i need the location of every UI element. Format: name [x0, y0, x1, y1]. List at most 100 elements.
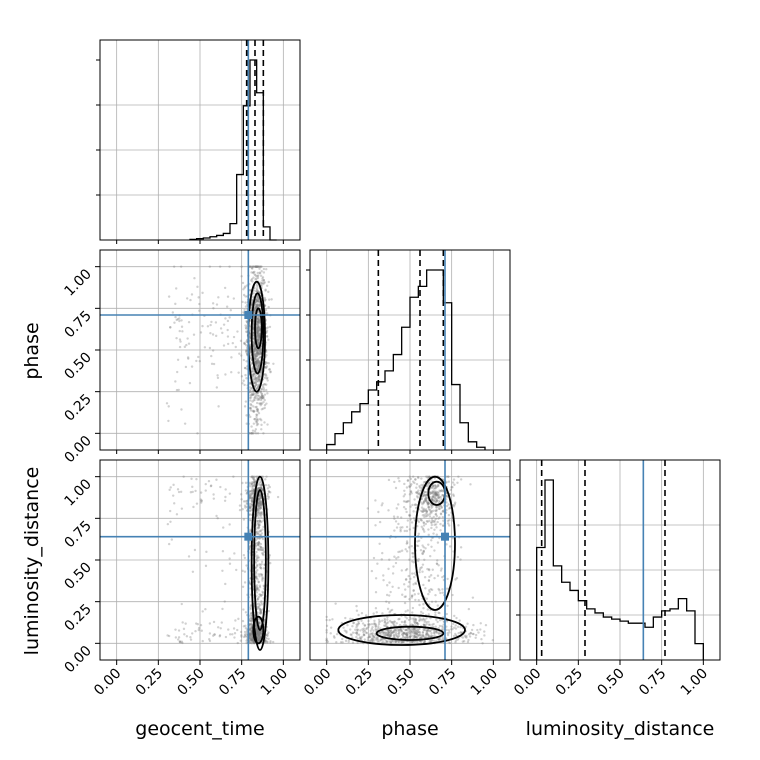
- sample-point: [429, 574, 433, 577]
- sample-point: [244, 506, 247, 509]
- sample-point: [433, 629, 436, 633]
- sample-point: [418, 631, 421, 634]
- sample-point: [365, 627, 368, 631]
- sample-point: [259, 497, 262, 500]
- sample-point: [427, 501, 430, 505]
- sample-point: [248, 496, 252, 500]
- sample-point: [219, 627, 222, 630]
- sample-point: [387, 631, 390, 635]
- sample-point: [256, 333, 259, 337]
- sample-point: [260, 265, 263, 268]
- sample-point: [211, 302, 215, 305]
- sample-point: [437, 632, 441, 635]
- sample-point: [244, 373, 247, 377]
- sample-point: [259, 564, 262, 567]
- sample-point: [268, 367, 271, 371]
- sample-point: [254, 480, 257, 483]
- sample-point: [431, 492, 435, 495]
- sample-point: [433, 520, 436, 524]
- sample-point: [257, 324, 260, 327]
- sample-point: [243, 366, 247, 370]
- sample-point: [435, 562, 439, 565]
- sample-point: [408, 558, 411, 561]
- sample-point: [259, 496, 262, 500]
- sample-point: [251, 280, 254, 283]
- sample-point: [257, 334, 260, 337]
- sample-point: [435, 514, 439, 518]
- sample-point: [249, 496, 252, 500]
- sample-point: [261, 396, 265, 400]
- sample-point: [433, 491, 436, 494]
- sample-point: [258, 349, 261, 352]
- sample-point: [269, 371, 272, 374]
- sample-point: [405, 631, 408, 635]
- sample-point: [388, 634, 391, 637]
- sample-point: [248, 265, 252, 268]
- sample-point: [403, 489, 406, 492]
- sample-point: [251, 639, 254, 643]
- sample-point: [425, 622, 428, 625]
- sample-point: [441, 494, 444, 497]
- sample-point: [249, 347, 252, 351]
- sample-point: [262, 550, 266, 554]
- sample-point: [249, 396, 253, 399]
- sample-point: [421, 633, 425, 637]
- sample-point: [425, 597, 429, 600]
- sample-point: [369, 632, 372, 635]
- sample-point: [251, 484, 254, 488]
- sample-point: [385, 625, 389, 628]
- sample-point: [410, 596, 414, 599]
- sample-point: [378, 640, 381, 643]
- sample-point: [244, 326, 248, 329]
- sample-point: [435, 631, 439, 634]
- sample-point: [387, 567, 390, 571]
- sample-point: [453, 503, 457, 506]
- sample-point: [431, 505, 434, 508]
- sample-point: [191, 570, 195, 574]
- sample-point: [179, 340, 182, 343]
- sample-point: [438, 638, 441, 641]
- sample-point: [255, 386, 259, 390]
- sample-point: [412, 627, 416, 630]
- sample-point: [422, 501, 425, 504]
- sample-point: [415, 622, 419, 625]
- sample-point: [439, 632, 443, 635]
- sample-point: [260, 368, 263, 372]
- sample-point: [262, 525, 265, 529]
- sample-point: [416, 492, 420, 495]
- sample-point: [406, 635, 410, 639]
- sample-point: [257, 595, 261, 599]
- sample-point: [258, 630, 261, 633]
- sample-point: [257, 321, 261, 325]
- sample-point: [259, 274, 263, 278]
- sample-point: [400, 633, 404, 636]
- sample-point: [448, 519, 451, 522]
- sample-point: [239, 639, 243, 642]
- sample-point: [249, 604, 253, 607]
- sample-point: [383, 624, 386, 627]
- sample-point: [374, 622, 377, 626]
- sample-point: [253, 381, 256, 385]
- sample-point: [257, 502, 260, 506]
- sample-point: [218, 265, 222, 268]
- sample-point: [261, 475, 265, 478]
- sample-point: [374, 623, 378, 627]
- sample-point: [417, 520, 421, 524]
- sample-point: [267, 490, 270, 493]
- sample-point: [363, 629, 367, 632]
- sample-point: [248, 545, 252, 548]
- sample-point: [176, 317, 179, 321]
- sample-point: [437, 507, 441, 511]
- sample-point: [411, 606, 415, 610]
- sample-point: [242, 293, 246, 297]
- sample-point: [254, 355, 258, 358]
- sample-point: [368, 633, 371, 637]
- sample-point: [447, 641, 451, 644]
- sample-point: [405, 550, 409, 553]
- sample-point: [249, 641, 252, 645]
- sample-point: [230, 371, 233, 374]
- sample-point: [248, 382, 252, 385]
- sample-point: [251, 374, 255, 377]
- sample-point: [400, 549, 404, 552]
- sample-point: [248, 627, 252, 630]
